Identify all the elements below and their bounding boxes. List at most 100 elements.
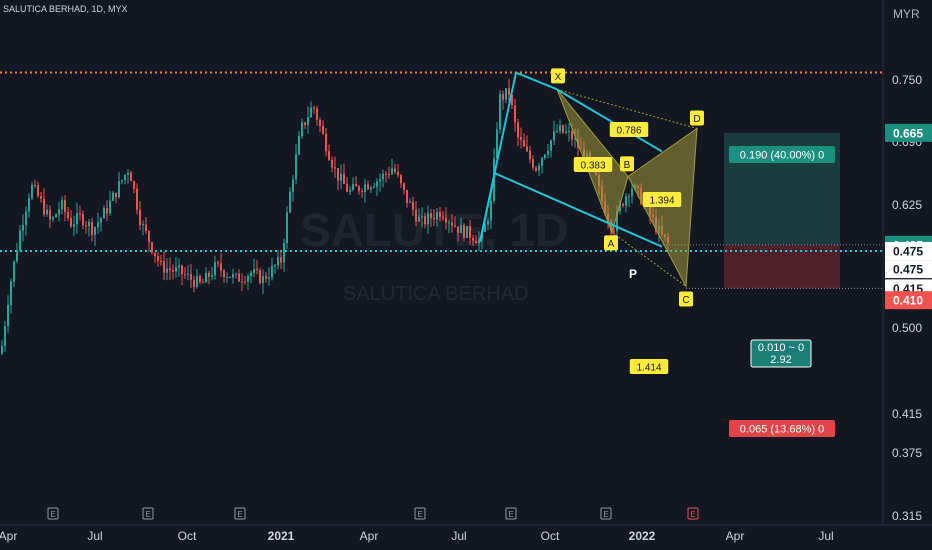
earnings-marker[interactable] <box>234 507 246 520</box>
candle-body <box>349 189 351 192</box>
candle-body <box>553 131 555 141</box>
candle-body <box>406 189 408 203</box>
candle-body <box>79 213 81 215</box>
ratio-xd-label: 1.414 <box>636 363 661 374</box>
candle-body <box>400 175 402 184</box>
candle-body <box>460 225 462 234</box>
candle-body <box>382 173 384 180</box>
target-label: 0.190 (40.00%) 0 <box>740 150 824 162</box>
candle-body <box>286 212 288 244</box>
point-a-label-bg <box>604 235 618 251</box>
candle-body <box>175 267 177 272</box>
earnings-marker-upcoming[interactable] <box>687 507 699 520</box>
candle-body <box>565 131 567 133</box>
price-tag-bg <box>885 123 932 142</box>
earnings-marker[interactable] <box>600 507 612 520</box>
earnings-marker[interactable] <box>505 507 517 520</box>
candle-body <box>619 203 621 212</box>
candle-body <box>217 262 219 264</box>
watermark-name: SALUTICA BERHAD <box>343 283 529 305</box>
price-tag-label: 0.475 <box>893 263 923 277</box>
candle-body <box>127 172 129 175</box>
candle-body <box>280 257 282 263</box>
point-b-label: B <box>624 160 631 171</box>
candle-body <box>358 186 360 191</box>
candle-body <box>106 208 108 214</box>
candle-body <box>202 282 204 284</box>
earnings-marker[interactable] <box>47 507 59 520</box>
candle-body <box>562 125 564 133</box>
candle-body <box>52 217 54 220</box>
candle-body <box>61 200 63 210</box>
candle-body <box>379 179 381 182</box>
candle-body <box>466 226 468 238</box>
pivot-label: P <box>629 267 637 281</box>
candle-body <box>271 265 273 278</box>
candle-body <box>262 276 264 284</box>
x-tick-label: Jul <box>451 529 466 543</box>
candle-body <box>337 168 339 181</box>
candle-body <box>70 218 72 227</box>
candle-body <box>88 221 90 226</box>
price-tag-bg <box>885 291 932 310</box>
candle-body <box>214 262 216 276</box>
candle-body <box>457 226 459 234</box>
candle-body <box>394 168 396 172</box>
candle-body <box>139 209 141 225</box>
earnings-marker[interactable] <box>414 507 426 520</box>
candle-body <box>64 200 66 212</box>
x-tick-label: 2021 <box>268 529 295 543</box>
trend-line[interactable] <box>515 71 558 91</box>
candle-body <box>517 122 519 138</box>
symbol-title: SALUTICA BERHAD, 1D, MYX <box>3 4 128 14</box>
candle-body <box>34 184 36 186</box>
candle-body <box>328 151 330 160</box>
candle-body <box>295 154 297 180</box>
candle-body <box>397 171 399 176</box>
point-a-label: A <box>608 239 615 250</box>
candle-body <box>340 173 342 181</box>
candle-body <box>490 200 492 221</box>
candle-body <box>478 239 480 244</box>
candle-body <box>13 261 15 282</box>
candle-body <box>448 222 450 224</box>
trend-line[interactable] <box>494 172 663 248</box>
candle-body <box>364 184 366 193</box>
candle-body <box>523 140 525 147</box>
candle-body <box>469 226 471 238</box>
candle-body <box>625 196 627 206</box>
candle-body <box>181 265 183 275</box>
candle-body <box>25 211 27 225</box>
candle-body <box>541 158 543 166</box>
candle-body <box>109 200 111 214</box>
trend-line[interactable] <box>479 173 496 242</box>
candle-body <box>58 209 60 215</box>
candle-body <box>103 208 105 219</box>
price-tag-bg <box>885 242 932 261</box>
candle-body <box>115 192 117 198</box>
candle-body <box>4 326 6 347</box>
candle-body <box>76 213 78 225</box>
candle-body <box>502 94 504 100</box>
candle-body <box>73 224 75 227</box>
candle-body <box>46 209 48 215</box>
stop-zone[interactable] <box>724 244 840 289</box>
candle-body <box>10 281 12 305</box>
candle-body <box>97 222 99 228</box>
candle-body <box>526 146 528 151</box>
point-x-label-bg <box>551 68 565 84</box>
candle-body <box>172 269 174 272</box>
candle-body <box>310 107 312 118</box>
earnings-marker[interactable] <box>142 507 154 520</box>
candle-body <box>463 225 465 238</box>
candle-body <box>316 108 318 120</box>
candle-body <box>124 174 126 181</box>
candle-body <box>205 272 207 283</box>
candle-body <box>451 222 453 226</box>
candle-body <box>538 165 540 171</box>
candle-body <box>196 276 198 287</box>
candle-body <box>67 211 69 219</box>
trend-line[interactable] <box>556 88 663 153</box>
candle-body <box>187 273 189 275</box>
